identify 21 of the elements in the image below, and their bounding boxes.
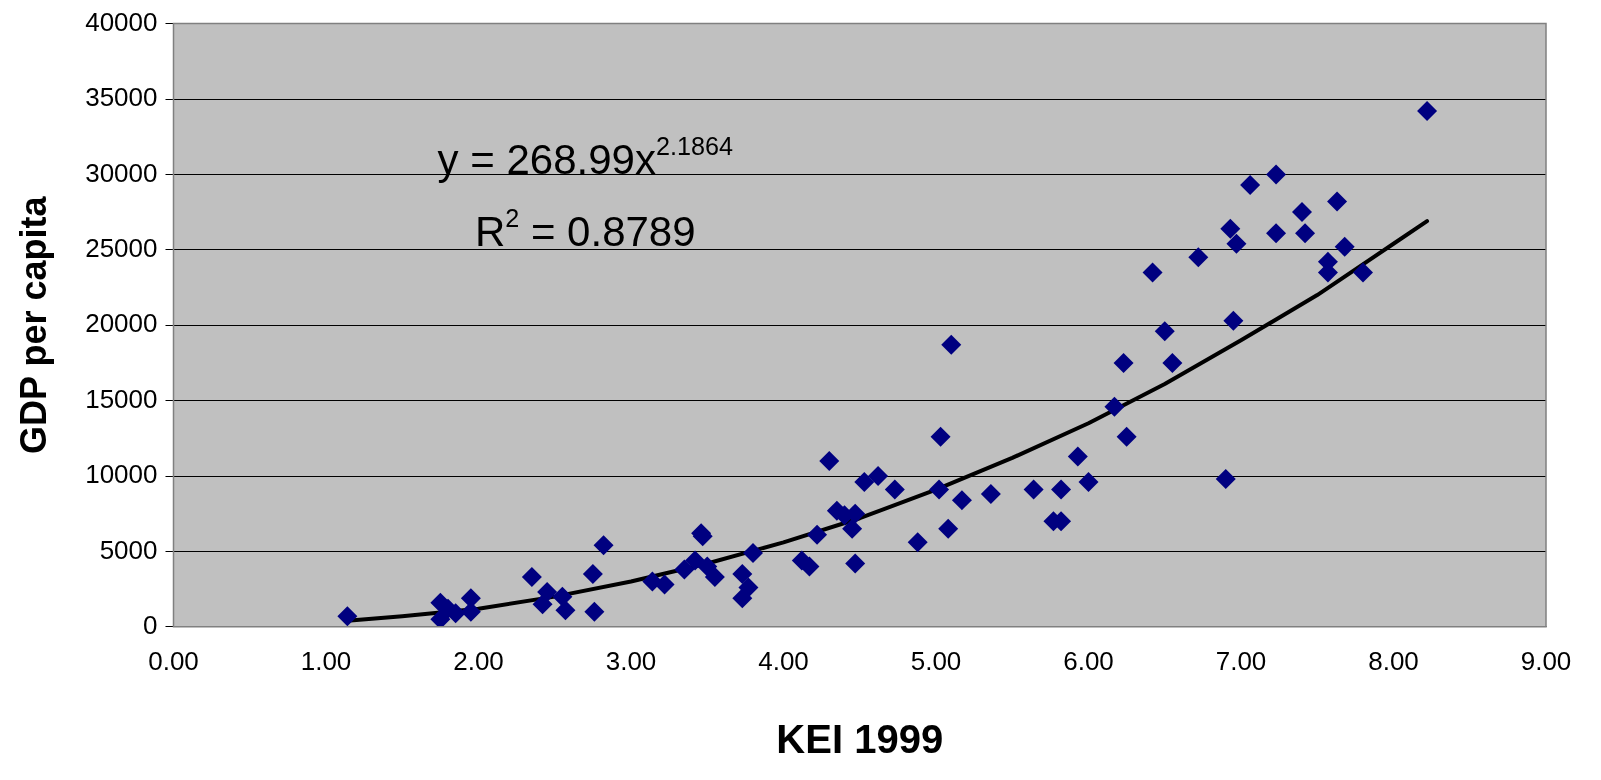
y-tick-label: 20000 xyxy=(85,308,158,339)
x-tick-label: 5.00 xyxy=(910,645,962,676)
y-tick-label: 30000 xyxy=(85,157,158,188)
y-tick-label: 5000 xyxy=(99,534,158,565)
x-tick-label: 2.00 xyxy=(453,645,504,676)
x-tick-label: 6.00 xyxy=(1063,645,1114,676)
y-tick-label: 35000 xyxy=(85,82,158,113)
x-tick-label: 7.00 xyxy=(1215,645,1267,676)
y-tick-label: 25000 xyxy=(85,232,158,263)
y-tick-label: 10000 xyxy=(85,459,158,490)
x-tick-label: 8.00 xyxy=(1368,645,1419,676)
x-tick-label: 4.00 xyxy=(758,645,809,676)
x-tick-label: 0.00 xyxy=(148,645,199,676)
x-tick-label: 3.00 xyxy=(605,645,657,676)
x-axis-title: KEI 1999 xyxy=(776,717,944,762)
x-tick-label: 9.00 xyxy=(1520,645,1572,676)
y-axis-title: GDP per capita xyxy=(12,195,54,454)
y-tick-label: 0 xyxy=(143,609,158,640)
y-tick-label: 15000 xyxy=(85,383,158,414)
y-tick-label: 40000 xyxy=(85,6,158,37)
x-tick-label: 1.00 xyxy=(300,645,352,676)
